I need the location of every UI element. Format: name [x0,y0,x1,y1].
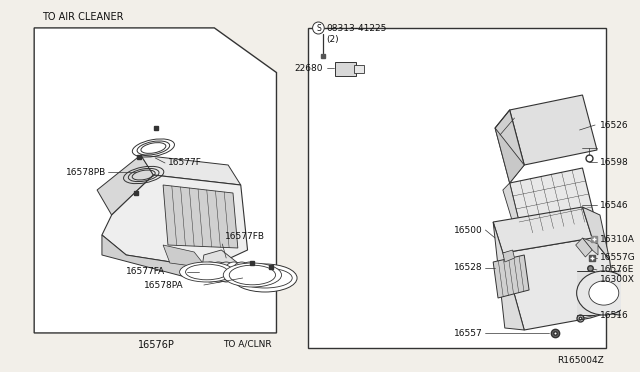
Ellipse shape [577,271,631,315]
Text: 16577F: 16577F [168,157,202,167]
Text: 16557: 16557 [454,328,483,337]
Polygon shape [97,155,154,215]
Text: 16516: 16516 [600,311,628,320]
Text: TO A/CLNR: TO A/CLNR [223,340,271,349]
Polygon shape [202,250,243,280]
Ellipse shape [201,262,220,282]
Text: R165004Z: R165004Z [557,356,604,365]
Polygon shape [495,110,524,183]
Ellipse shape [209,262,228,282]
Text: 16546: 16546 [600,201,628,209]
Bar [308,28,606,348]
Polygon shape [582,207,610,260]
Text: 16528: 16528 [454,263,483,273]
Ellipse shape [225,262,243,282]
Ellipse shape [180,262,234,282]
Polygon shape [102,235,209,278]
Polygon shape [503,183,522,238]
Polygon shape [495,128,524,183]
Polygon shape [34,28,276,333]
Polygon shape [141,155,241,185]
Text: 16578PB: 16578PB [66,167,106,176]
Text: 22680: 22680 [295,64,323,73]
Ellipse shape [186,264,228,280]
Polygon shape [503,250,515,262]
Ellipse shape [229,265,276,285]
FancyBboxPatch shape [355,65,364,73]
Text: 16577FA: 16577FA [126,267,165,276]
Polygon shape [610,275,616,310]
Polygon shape [493,255,529,298]
Ellipse shape [217,262,236,282]
Polygon shape [509,95,597,165]
Text: 16576P: 16576P [138,340,175,350]
Polygon shape [493,222,524,330]
Polygon shape [163,185,238,248]
Polygon shape [582,238,598,255]
Text: TO AIR CLEANER: TO AIR CLEANER [42,12,124,22]
Text: 16500: 16500 [454,225,483,234]
Polygon shape [493,207,592,253]
Polygon shape [577,271,594,315]
Ellipse shape [233,264,297,292]
Text: 16300X: 16300X [600,276,635,285]
Ellipse shape [232,262,252,282]
Polygon shape [102,175,248,268]
Ellipse shape [238,268,292,288]
Text: 16577FB: 16577FB [225,231,265,241]
Text: 16557G: 16557G [600,253,636,263]
Ellipse shape [606,281,636,305]
Polygon shape [503,238,616,330]
Polygon shape [575,238,592,257]
Polygon shape [509,168,595,235]
Text: 16578PA: 16578PA [143,282,183,291]
Text: S: S [316,23,321,32]
Ellipse shape [594,271,640,315]
Ellipse shape [240,262,259,282]
Ellipse shape [223,263,282,287]
Ellipse shape [589,281,619,305]
Polygon shape [163,245,207,268]
Text: 16598: 16598 [600,157,628,167]
Text: 16310A: 16310A [600,234,635,244]
Circle shape [312,22,324,34]
Text: 16526: 16526 [600,121,628,129]
FancyBboxPatch shape [335,62,356,76]
Text: 16576E: 16576E [600,266,634,275]
Text: 08313-41225: 08313-41225 [326,23,387,32]
Text: (2): (2) [326,35,339,44]
